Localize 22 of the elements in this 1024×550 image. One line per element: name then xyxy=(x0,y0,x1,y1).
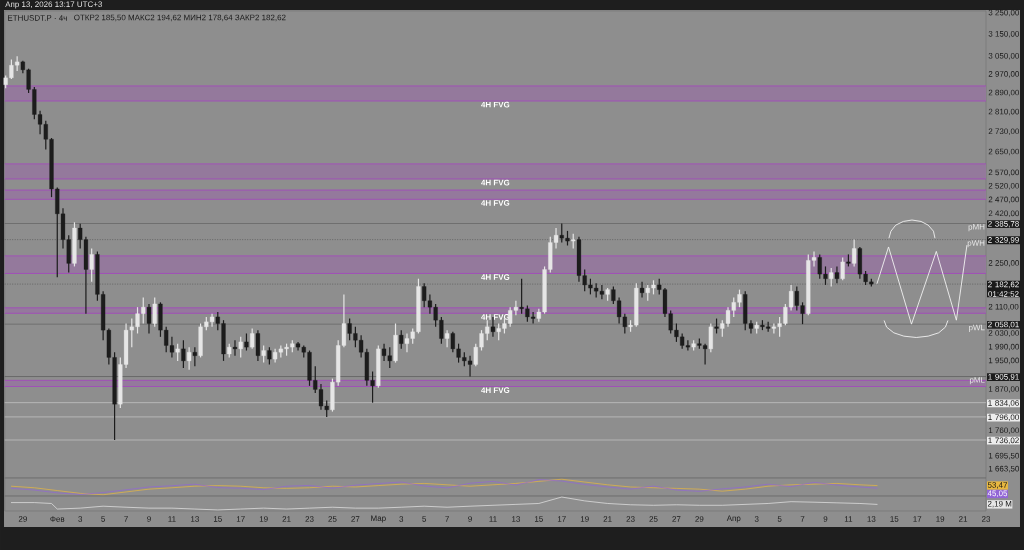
candlestick xyxy=(187,346,192,371)
candlestick xyxy=(708,322,713,353)
candlestick xyxy=(232,339,238,357)
candlestick xyxy=(192,346,197,367)
candlestick xyxy=(490,316,496,338)
candlestick xyxy=(639,281,645,299)
candlestick xyxy=(146,303,152,335)
candlestick xyxy=(181,339,186,369)
line-series xyxy=(888,219,936,239)
candlestick xyxy=(829,267,834,288)
candlestick xyxy=(399,329,404,350)
candlestick xyxy=(250,327,255,350)
candlestick xyxy=(445,329,450,348)
candlestick xyxy=(152,296,157,328)
line-series xyxy=(883,320,949,338)
candlestick xyxy=(255,329,261,362)
candlestick xyxy=(840,256,845,281)
candlestick xyxy=(834,265,840,284)
candlestick xyxy=(89,247,94,283)
line-series xyxy=(876,245,968,325)
candlestick xyxy=(852,239,857,268)
candlestick xyxy=(238,336,243,359)
